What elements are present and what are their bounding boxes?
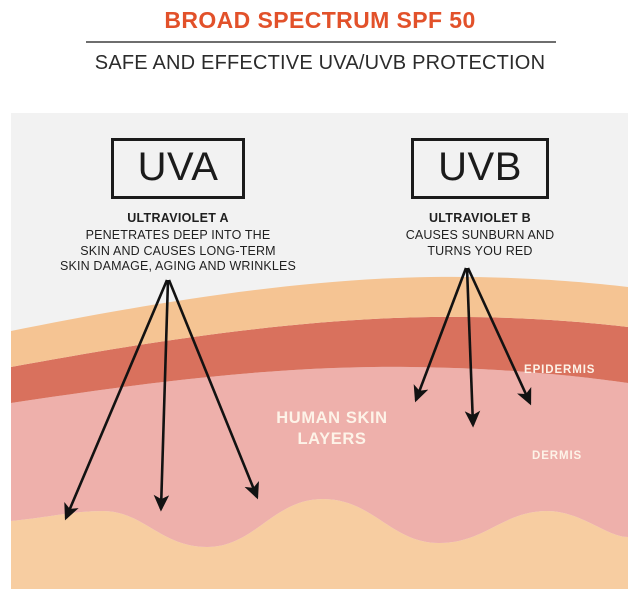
uvb-subtitle: ULTRAVIOLET B — [428, 211, 532, 225]
skin-cross-section-graphic — [11, 267, 628, 589]
uva-subtitle: ULTRAVIOLET A — [127, 211, 229, 225]
uvb-label-group: UVB ULTRAVIOLET B CAUSES SUNBURN AND TUR… — [341, 138, 619, 259]
uva-box-label: UVA — [137, 145, 219, 189]
uva-description-line-2: SKIN AND CAUSES LONG-TERM — [80, 243, 276, 258]
uva-ray-arrows — [64, 279, 259, 521]
uva-arrow-left — [64, 279, 169, 521]
page-title: BROAD SPECTRUM SPF 50 — [164, 7, 476, 33]
uva-description-line-1: PENETRATES DEEP INTO THE — [85, 228, 271, 242]
uva-description: PENETRATES DEEP INTO THE SKIN AND CAUSES… — [39, 228, 317, 275]
layer-label-dermis: DERMIS — [532, 450, 583, 462]
uvb-arrow-center — [464, 267, 481, 428]
uvb-box: UVB — [411, 138, 549, 199]
uvb-description: CAUSES SUNBURN AND TURNS YOU RED — [341, 228, 619, 259]
uva-label-group: UVA ULTRAVIOLET A PENETRATES DEEP INTO T… — [39, 138, 317, 275]
uvb-description-line-2: TURNS YOU RED — [427, 243, 533, 258]
title-divider — [86, 41, 556, 43]
uva-arrow-center — [153, 279, 170, 512]
uva-arrow-right — [167, 279, 259, 500]
uvb-arrow-right — [466, 267, 532, 406]
skin-diagram-panel: UVA ULTRAVIOLET A PENETRATES DEEP INTO T… — [11, 113, 628, 589]
uva-box: UVA — [110, 138, 246, 199]
uvb-ray-arrows — [413, 267, 532, 428]
uvb-description-line-1: CAUSES SUNBURN AND — [405, 228, 555, 242]
skin-layer-subcutaneous — [11, 499, 628, 589]
skin-layer-epidermis — [11, 276, 628, 367]
page-subtitle: SAFE AND EFFECTIVE UVA/UVB PROTECTION — [94, 52, 546, 74]
human-skin-layers-label: HUMAN SKIN LAYERS — [262, 408, 402, 450]
uvb-box-label: UVB — [438, 145, 522, 189]
uva-description-line-3: SKIN DAMAGE, AGING AND WRINKLES — [60, 259, 296, 273]
human-skin-layers-line-1: HUMAN SKIN — [276, 409, 388, 427]
uvb-arrow-left — [413, 267, 468, 403]
header: BROAD SPECTRUM SPF 50 SAFE AND EFFECTIVE… — [0, 0, 640, 100]
human-skin-layers-line-2: LAYERS — [297, 430, 367, 448]
layer-label-epidermis: EPIDERMIS — [524, 364, 596, 376]
